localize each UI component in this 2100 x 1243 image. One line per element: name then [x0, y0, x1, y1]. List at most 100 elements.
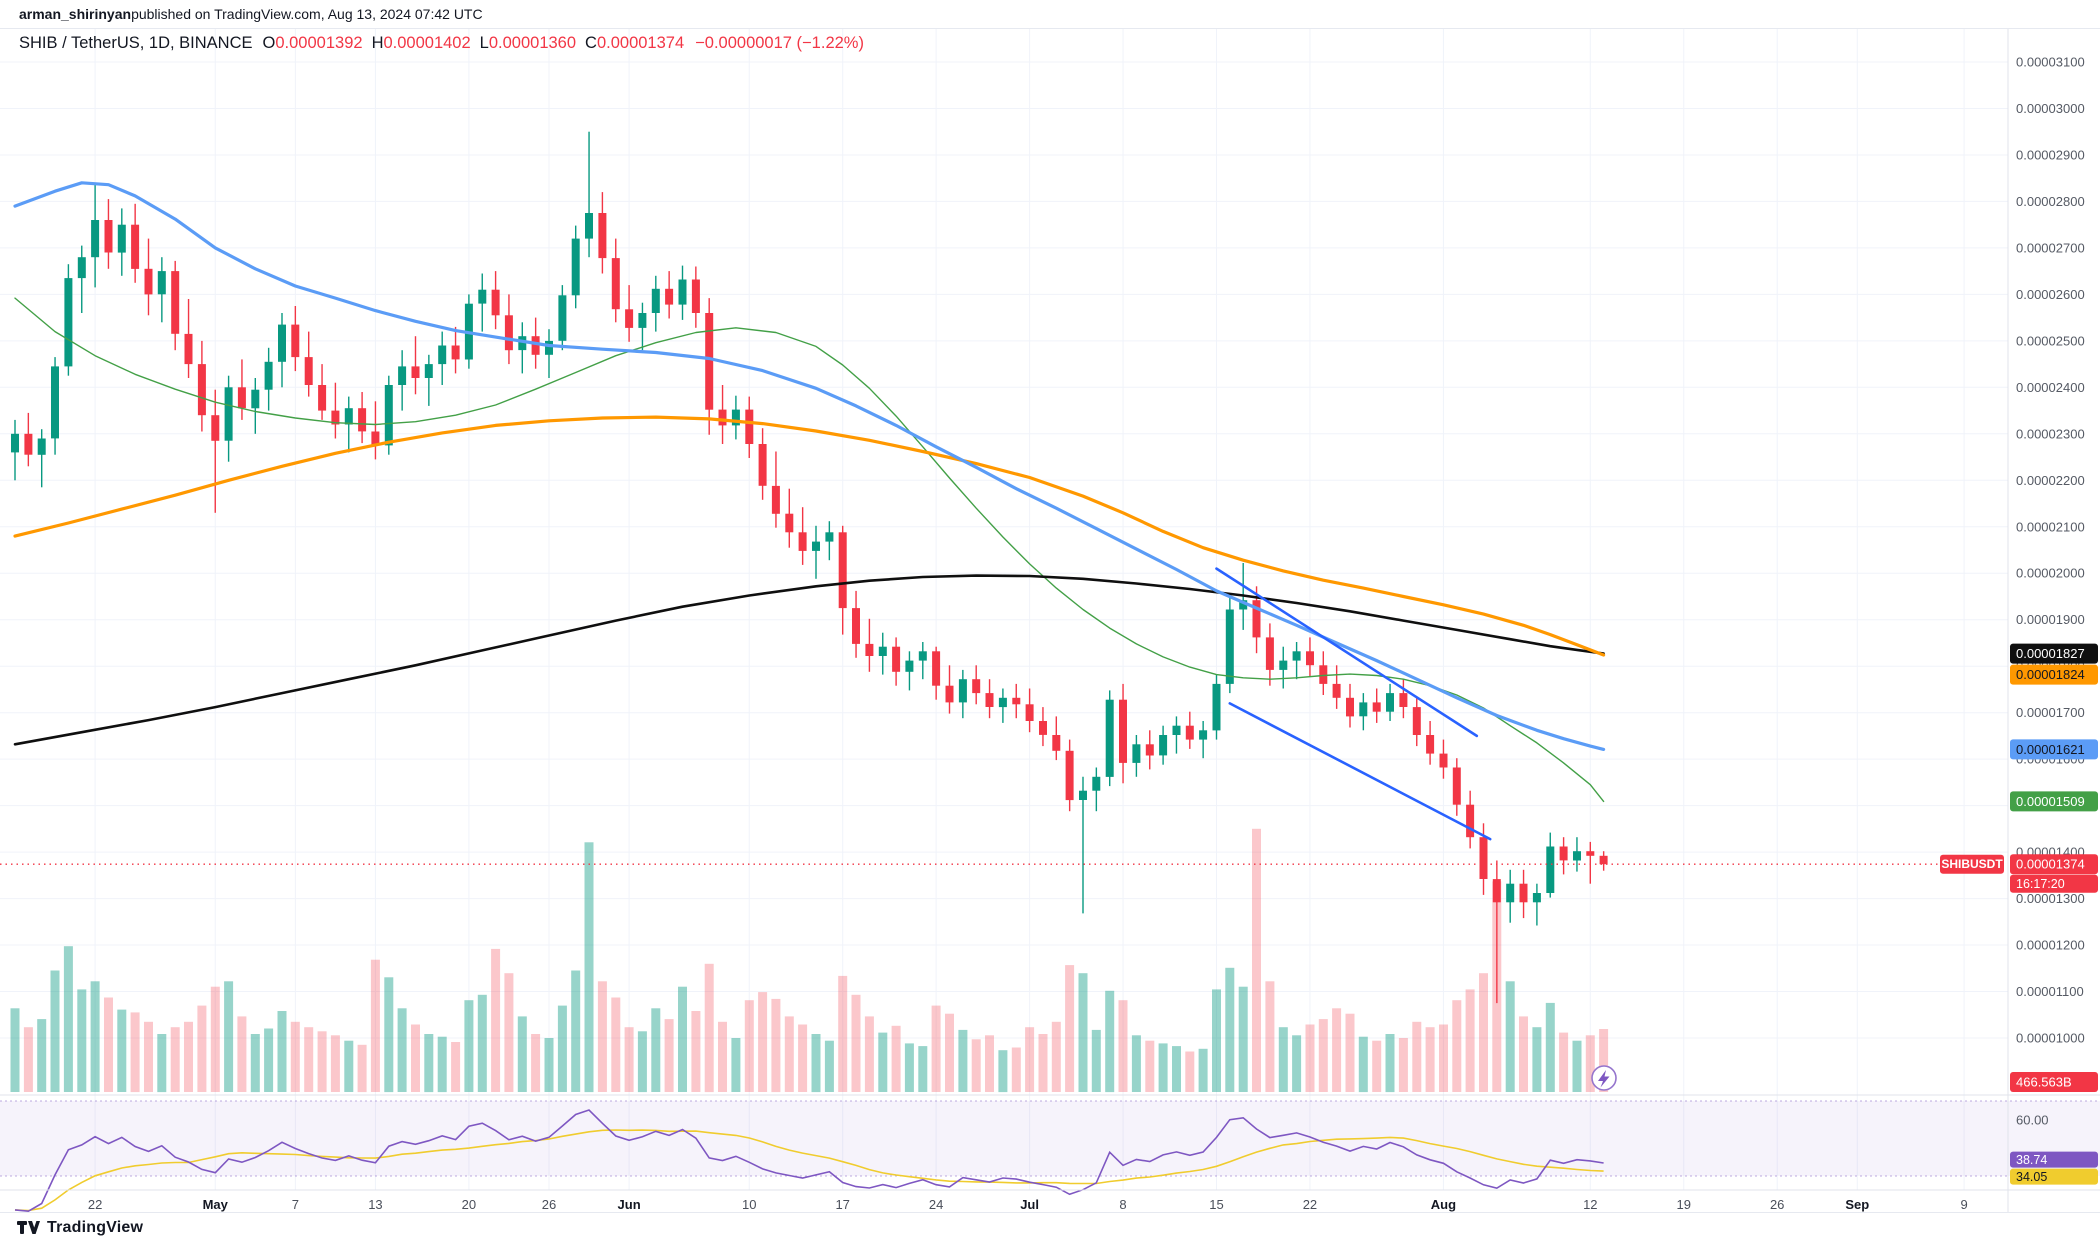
- candle[interactable]: [1559, 837, 1568, 875]
- candle[interactable]: [1412, 697, 1421, 747]
- candle[interactable]: [11, 419, 19, 481]
- candle[interactable]: [1466, 790, 1475, 849]
- candle[interactable]: [398, 350, 407, 411]
- tradingview-wordmark[interactable]: TradingView: [47, 1219, 144, 1236]
- candle[interactable]: [1386, 683, 1394, 721]
- price-axis[interactable]: [2008, 29, 2100, 1190]
- lightning-icon[interactable]: [1591, 1065, 1617, 1091]
- candle[interactable]: [211, 389, 220, 513]
- candle[interactable]: [478, 273, 487, 332]
- candle[interactable]: [1573, 837, 1581, 872]
- tradingview-logo-icon[interactable]: [16, 1216, 40, 1240]
- candle[interactable]: [1492, 860, 1501, 1004]
- candle[interactable]: [825, 521, 834, 561]
- candle[interactable]: [77, 245, 86, 313]
- candle[interactable]: [278, 313, 286, 388]
- candle[interactable]: [678, 265, 687, 320]
- candle[interactable]: [785, 488, 794, 548]
- candle[interactable]: [1332, 665, 1341, 709]
- candle[interactable]: [224, 375, 233, 462]
- candle[interactable]: [1065, 739, 1074, 812]
- candle[interactable]: [558, 285, 567, 351]
- candle[interactable]: [424, 354, 433, 406]
- candle[interactable]: [1039, 707, 1047, 747]
- candle[interactable]: [945, 665, 954, 714]
- candle[interactable]: [705, 298, 714, 435]
- candle[interactable]: [838, 525, 847, 635]
- candle[interactable]: [504, 294, 513, 365]
- candle[interactable]: [371, 401, 380, 460]
- candle[interactable]: [625, 285, 634, 342]
- candle[interactable]: [812, 525, 820, 579]
- candle[interactable]: [1532, 883, 1541, 926]
- candle[interactable]: [958, 669, 967, 719]
- candle[interactable]: [1306, 637, 1314, 677]
- candle[interactable]: [651, 275, 660, 332]
- candle[interactable]: [972, 665, 981, 705]
- candle[interactable]: [731, 395, 740, 440]
- candle[interactable]: [1025, 688, 1034, 733]
- candle[interactable]: [344, 396, 353, 453]
- candle[interactable]: [571, 225, 580, 309]
- candle[interactable]: [798, 507, 807, 565]
- candle[interactable]: [691, 266, 700, 328]
- candle[interactable]: [331, 382, 340, 439]
- candle[interactable]: [545, 329, 553, 378]
- candle[interactable]: [905, 651, 914, 691]
- candle[interactable]: [1092, 767, 1101, 812]
- candle[interactable]: [184, 299, 193, 378]
- candle[interactable]: [1319, 651, 1328, 695]
- candle[interactable]: [131, 203, 140, 283]
- candle[interactable]: [852, 590, 860, 658]
- candle[interactable]: [1212, 674, 1221, 740]
- candle[interactable]: [1172, 716, 1181, 754]
- candle[interactable]: [598, 192, 607, 274]
- candle[interactable]: [1519, 869, 1528, 919]
- candle[interactable]: [1185, 711, 1194, 749]
- candle[interactable]: [1159, 725, 1168, 765]
- candle[interactable]: [171, 260, 180, 351]
- candle[interactable]: [491, 271, 500, 330]
- candle[interactable]: [1145, 730, 1154, 770]
- candle[interactable]: [1506, 869, 1515, 923]
- candle[interactable]: [1452, 758, 1461, 816]
- candle[interactable]: [318, 364, 327, 420]
- candle[interactable]: [251, 378, 260, 434]
- candle[interactable]: [411, 336, 420, 395]
- candle[interactable]: [918, 642, 927, 680]
- candle[interactable]: [771, 451, 780, 528]
- candle[interactable]: [237, 359, 246, 420]
- candle[interactable]: [1426, 721, 1435, 765]
- candle[interactable]: [1052, 716, 1061, 761]
- candle[interactable]: [878, 632, 887, 675]
- candle[interactable]: [665, 271, 674, 319]
- candle[interactable]: [1199, 721, 1208, 759]
- trendline[interactable]: [1215, 567, 1479, 738]
- candle[interactable]: [1119, 683, 1127, 784]
- candle[interactable]: [358, 392, 367, 444]
- candle[interactable]: [1372, 688, 1381, 723]
- candle[interactable]: [758, 428, 767, 500]
- candle[interactable]: [451, 326, 460, 374]
- symbol-title[interactable]: SHIB / TetherUS, 1D, BINANCE: [19, 34, 253, 52]
- candle[interactable]: [1586, 841, 1595, 884]
- candle[interactable]: [865, 618, 874, 672]
- candle[interactable]: [932, 646, 941, 700]
- candle[interactable]: [117, 208, 126, 276]
- candle[interactable]: [1292, 642, 1301, 680]
- candle[interactable]: [24, 412, 33, 467]
- candle[interactable]: [718, 385, 727, 444]
- candle[interactable]: [998, 688, 1007, 723]
- candle[interactable]: [1399, 679, 1408, 719]
- candle[interactable]: [1012, 683, 1021, 719]
- candle[interactable]: [1359, 693, 1368, 731]
- candle[interactable]: [91, 182, 100, 288]
- candle[interactable]: [892, 637, 901, 686]
- candle[interactable]: [37, 429, 46, 488]
- candle[interactable]: [64, 264, 73, 376]
- candle[interactable]: [1105, 690, 1114, 787]
- time-axis[interactable]: [0, 1190, 2100, 1212]
- candle[interactable]: [585, 131, 593, 258]
- candle[interactable]: [1265, 623, 1274, 686]
